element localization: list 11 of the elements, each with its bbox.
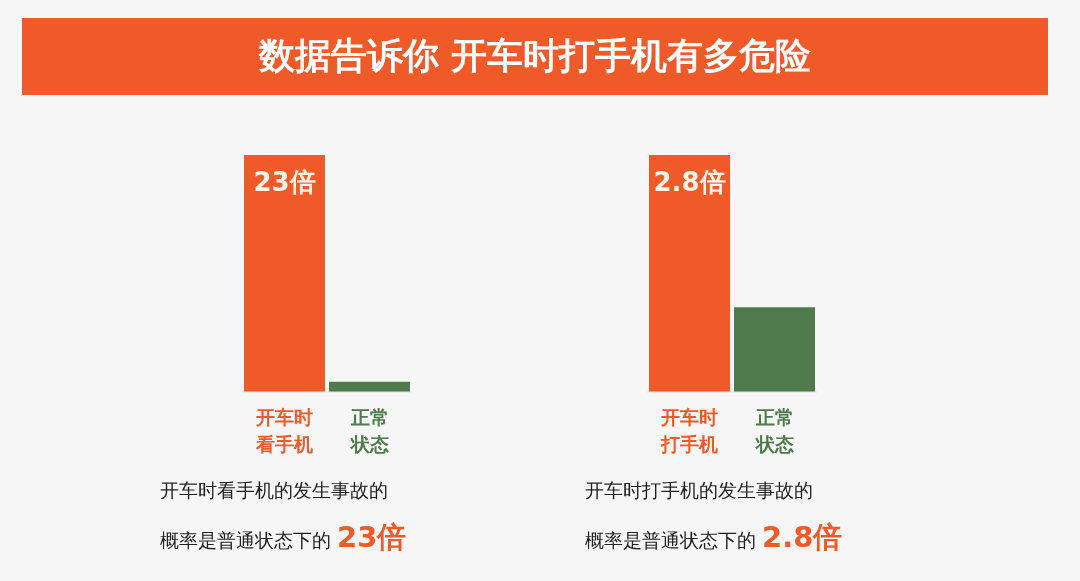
text: 开车时打手机的发生事故的 bbox=[585, 478, 814, 503]
text: 开车时看手机的发生事故的 bbox=[160, 478, 389, 503]
data-label: 2.8倍 bbox=[653, 167, 726, 198]
x-tick-label: 开车时打手机 bbox=[660, 406, 718, 455]
x-tick-label: 正常状态 bbox=[348, 406, 389, 455]
text: 概率是普通状态下的 23倍 bbox=[160, 519, 407, 556]
x-tick-label: 开车时看手机 bbox=[255, 406, 313, 455]
text: 数据告诉你 开车时打手机有多危险 bbox=[22, 18, 1048, 95]
text: 概率是普通状态下的 2.8倍 bbox=[585, 519, 843, 556]
data-label: 23倍 bbox=[253, 167, 316, 198]
x-tick-label: 正常状态 bbox=[753, 406, 794, 455]
